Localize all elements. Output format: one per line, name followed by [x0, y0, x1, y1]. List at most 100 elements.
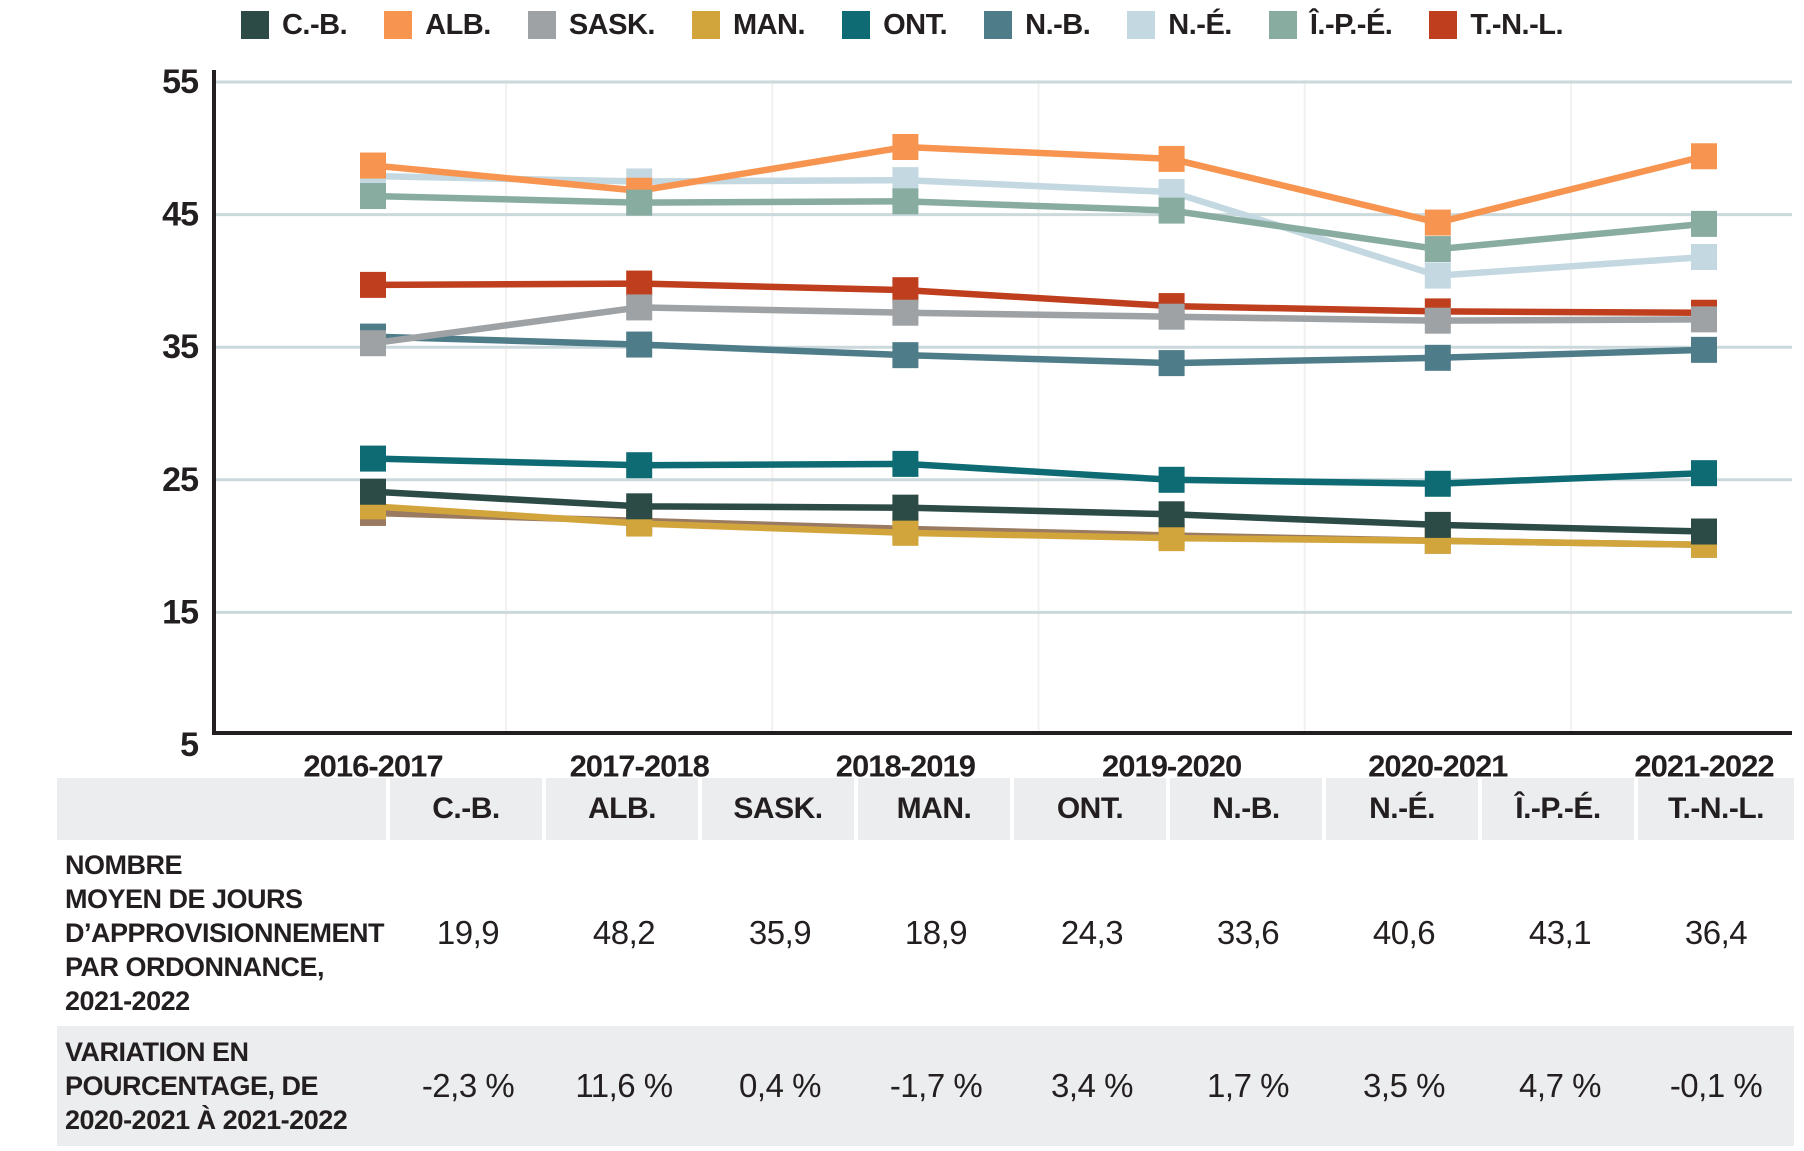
- series-marker-SASK.: [1158, 303, 1185, 330]
- legend-label: N.-É.: [1168, 8, 1232, 41]
- x-tick-label-2020-2021: 2020-2021: [1368, 749, 1508, 784]
- table-value-cell: 40,6: [1372, 914, 1436, 951]
- table-value-cell: 33,6: [1216, 914, 1280, 951]
- table-row-1: NOMBRE MOYEN DE JOURS D’APPROVISIONNEMENT P…: [57, 840, 1794, 1026]
- series-marker-SASK.: [360, 330, 386, 357]
- table-header-C.-B.: C.-B.: [390, 778, 542, 840]
- legend-label: Î.-P.-É.: [1309, 8, 1393, 41]
- table-header-ALB.: ALB.: [546, 778, 698, 840]
- series-marker-ALB.: [360, 152, 386, 179]
- series-marker-ONT.: [360, 445, 386, 472]
- table-value-cell: 43,1: [1528, 914, 1592, 951]
- table-value-cell: -0,1 %: [1669, 1067, 1763, 1104]
- table-row-label-line: POURCENTAGE, DE: [65, 1071, 319, 1101]
- series-marker-T.-N.-L.: [626, 270, 653, 297]
- legend-label: ALB.: [425, 8, 491, 41]
- series-marker-SASK.: [1424, 307, 1451, 334]
- series-marker-N.-B.: [626, 331, 653, 358]
- table-value-cell: 48,2: [592, 914, 656, 951]
- legend-item-6: N.-B.: [984, 9, 1091, 42]
- series-marker-ALB.: [1158, 145, 1185, 172]
- table-row-label: NOMBRE MOYEN DE JOURS D’APPROVISIONNEMENT P…: [57, 840, 390, 1026]
- series-marker-ALB.: [892, 133, 919, 160]
- legend-item-7: N.-É.: [1127, 9, 1232, 42]
- series-line-N.-B.: [372, 333, 1705, 367]
- series-marker-MAN.: [892, 519, 919, 546]
- series-marker-SASK.: [892, 299, 919, 326]
- series-marker-T.-N.-L.: [360, 271, 386, 298]
- series-marker-C.-B.: [360, 478, 386, 505]
- series-marker-N.-B.: [1158, 350, 1185, 377]
- series-marker-ONT.: [1158, 466, 1185, 493]
- series-marker-C.-B.: [892, 494, 919, 521]
- series-marker-C.-B.: [1158, 501, 1185, 528]
- table-value-cell: 36,4: [1684, 914, 1748, 951]
- series-line-C.-B.: [372, 488, 1705, 535]
- series-marker-C.-B.: [1424, 511, 1451, 538]
- legend-label: MAN.: [732, 8, 806, 41]
- series-marker-N.-B.: [892, 342, 919, 369]
- table-value-cell: 19,9: [436, 914, 500, 951]
- legend-item-9: T.-N.-L.: [1429, 8, 1564, 42]
- series-line-Î.-P.-É.: [372, 192, 1705, 253]
- legend-label: SASK.: [568, 8, 656, 41]
- legend-label: ONT.: [883, 8, 948, 41]
- series-marker-SASK.: [1691, 306, 1717, 333]
- series-marker-ALB.: [1691, 143, 1717, 170]
- legend-swatch-icon: [691, 11, 720, 39]
- legend-swatch-icon: [527, 11, 556, 39]
- series-marker-ONT.: [1424, 470, 1451, 497]
- y-tick-label-55: 55: [162, 63, 198, 101]
- x-tick-label-2017-2018: 2017-2018: [570, 749, 710, 784]
- legend-swatch-icon: [842, 11, 871, 39]
- series-line-MAN.: [372, 503, 1705, 549]
- table-row-label-line: D’APPROVISIONNEMENT: [65, 918, 385, 948]
- legend-swatch-icon: [1429, 11, 1458, 39]
- series-marker-C.-B.: [626, 493, 653, 520]
- table-value-cell: 24,3: [1060, 914, 1124, 951]
- series-marker-N.-B.: [1691, 336, 1717, 363]
- legend-label: T.-N.-L.: [1470, 8, 1564, 41]
- table-header-Î.-P.-É.: Î.-P.-É.: [1482, 778, 1634, 840]
- legend-swatch-icon: [240, 11, 269, 39]
- legend-item-2: ALB.: [384, 9, 491, 42]
- table-value-cell: 11,6 %: [575, 1067, 673, 1104]
- legend-item-4: MAN.: [691, 8, 806, 42]
- legend-swatch-icon: [984, 11, 1013, 39]
- table-value-cell: 1,7 %: [1207, 1067, 1289, 1104]
- series-line-T.-N.-L.: [372, 280, 1705, 316]
- series-marker-ONT.: [1691, 460, 1717, 487]
- legend-label: C.-B.: [281, 8, 348, 41]
- line-chart: 5 15 25 35 45 55 2016-2017 2017-2018 2018-2019 20…: [162, 63, 1792, 784]
- legend-item-5: ONT.: [842, 8, 948, 42]
- x-tick-label-2018-2019: 2018-2019: [836, 749, 976, 784]
- table-value-cell: 35,9: [748, 914, 812, 951]
- series-marker-Î.-P.-É.: [1158, 197, 1185, 224]
- series-marker-MAN.: [1158, 525, 1185, 552]
- y-tick-label-45: 45: [162, 196, 198, 234]
- table-value-cell: -2,3 %: [421, 1067, 515, 1104]
- legend-swatch-icon: [1127, 11, 1156, 39]
- series-marker-Î.-P.-É.: [892, 188, 919, 215]
- series-marker-N.-É.: [1691, 244, 1717, 271]
- table-row-2: VARIATION EN POURCENTAGE, DE 2020-2021 À 2…: [57, 1026, 1794, 1146]
- x-tick-label-2016-2017: 2016-2017: [303, 749, 442, 784]
- table-header-MAN.: MAN.: [858, 778, 1010, 840]
- x-tick-label-2019-2020: 2019-2020: [1102, 749, 1241, 784]
- table-row-label-line: MOYEN DE JOURS: [65, 884, 303, 914]
- table-header-SASK.: SASK.: [702, 778, 854, 840]
- table-header-row: C.-B. ALB. SASK. MAN. ONT. N.-B. N.-É. Î.-P.-É.…: [57, 778, 1794, 840]
- legend-swatch-icon: [384, 11, 413, 39]
- data-table: C.-B. ALB. SASK. MAN. ONT. N.-B. N.-É. Î.-P.-É.…: [57, 778, 1794, 1146]
- series-marker-Î.-P.-É.: [360, 183, 386, 210]
- series-marker-ONT.: [626, 452, 653, 479]
- series-line-SASK.: [372, 304, 1705, 347]
- table-value-cell: 4,7 %: [1519, 1067, 1601, 1104]
- series-marker-SASK.: [626, 294, 653, 321]
- table-value-cell: -1,7 %: [889, 1067, 983, 1104]
- series-marker-Î.-P.-É.: [626, 189, 653, 216]
- series-marker-N.-É.: [1424, 262, 1451, 289]
- table-header-N.-É.: N.-É.: [1326, 778, 1478, 840]
- table-row-label-line: 2021-2022: [65, 986, 190, 1016]
